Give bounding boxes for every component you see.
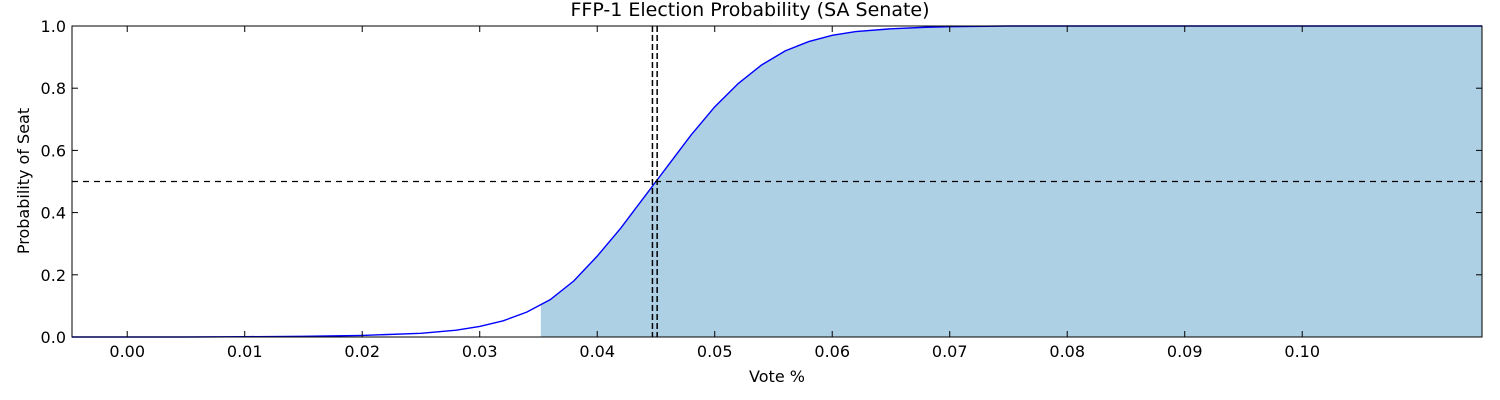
y-tick-label: 0.8 xyxy=(41,79,66,98)
plot-area: 0.00 0.01 0.02 0.03 0.04 0.05 0.06 0.07 0.08 0.09… xyxy=(41,17,1483,361)
chart-title: FFP-1 Election Probability (SA Senate) xyxy=(570,0,929,21)
y-tick-label: 1.0 xyxy=(41,17,66,36)
x-tick-label: 0.09 xyxy=(1167,342,1203,361)
x-tick-label: 0.06 xyxy=(814,342,850,361)
plot-frame xyxy=(71,25,1483,338)
x-tick-label: 0.02 xyxy=(344,342,380,361)
x-tick-label: 0.07 xyxy=(932,342,968,361)
x-axis-label: Vote % xyxy=(749,367,805,386)
x-tick-label: 0.04 xyxy=(579,342,615,361)
x-tick-label: 0.03 xyxy=(462,342,498,361)
y-tick-label: 0.0 xyxy=(41,328,66,347)
x-tick-label: 0.05 xyxy=(697,342,733,361)
y-tick-label: 0.6 xyxy=(41,141,66,160)
y-tick-label: 0.2 xyxy=(41,266,66,285)
x-tick-label: 0.01 xyxy=(227,342,263,361)
x-tick-label: 0.10 xyxy=(1284,342,1320,361)
y-tick-label: 0.4 xyxy=(41,204,66,223)
x-tick-label: 0.08 xyxy=(1049,342,1085,361)
x-tick-label: 0.00 xyxy=(109,342,145,361)
y-axis-label: Probability of Seat xyxy=(14,108,33,254)
